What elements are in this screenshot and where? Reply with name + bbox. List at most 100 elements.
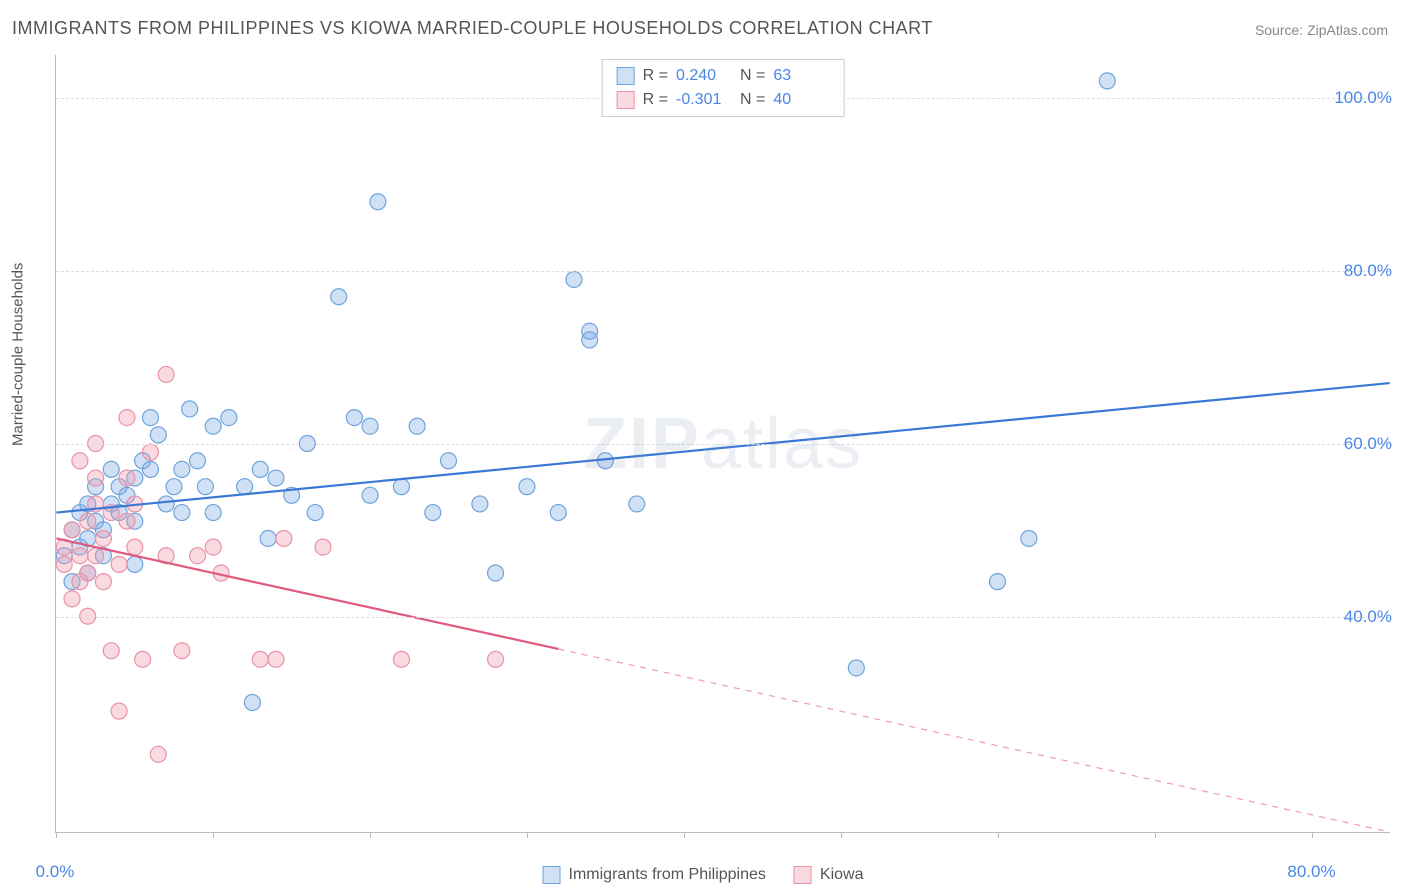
gridline — [56, 444, 1390, 445]
data-point — [276, 530, 292, 546]
data-point — [425, 505, 441, 521]
chart-title: IMMIGRANTS FROM PHILIPPINES VS KIOWA MAR… — [12, 18, 933, 39]
data-point — [244, 695, 260, 711]
x-tick — [841, 832, 842, 838]
data-point — [80, 513, 96, 529]
y-axis-label: Married-couple Households — [10, 263, 27, 446]
x-tick-label: 80.0% — [1287, 862, 1335, 882]
data-point — [95, 530, 111, 546]
data-point — [362, 487, 378, 503]
data-point — [252, 461, 268, 477]
data-point — [135, 651, 151, 667]
data-point — [80, 565, 96, 581]
data-point — [190, 453, 206, 469]
regression-line — [56, 383, 1389, 512]
data-point — [64, 522, 80, 538]
data-point — [848, 660, 864, 676]
data-point — [205, 505, 221, 521]
swatch-series-0 — [617, 67, 635, 85]
data-point — [142, 444, 158, 460]
data-point — [441, 453, 457, 469]
x-tick — [213, 832, 214, 838]
data-point — [127, 539, 143, 555]
data-point — [158, 366, 174, 382]
data-point — [190, 548, 206, 564]
data-point — [142, 461, 158, 477]
data-point — [103, 461, 119, 477]
data-point — [331, 289, 347, 305]
data-point — [150, 427, 166, 443]
stats-legend: R = 0.240 N = 63 R = -0.301 N = 40 — [602, 59, 845, 117]
data-point — [103, 643, 119, 659]
stats-row-series-1: R = -0.301 N = 40 — [617, 88, 830, 112]
data-point — [1099, 73, 1115, 89]
data-point — [205, 418, 221, 434]
data-point — [119, 470, 135, 486]
plot-area: ZIPatlas R = 0.240 N = 63 R = -0.301 N =… — [55, 55, 1390, 833]
x-tick-label: 0.0% — [36, 862, 75, 882]
data-point — [111, 703, 127, 719]
data-point — [260, 530, 276, 546]
data-point — [174, 643, 190, 659]
correlation-chart: IMMIGRANTS FROM PHILIPPINES VS KIOWA MAR… — [0, 0, 1406, 892]
y-tick-label: 100.0% — [1334, 88, 1392, 108]
data-point — [174, 461, 190, 477]
gridline — [56, 271, 1390, 272]
data-point — [393, 479, 409, 495]
x-tick — [56, 832, 57, 838]
x-tick — [1155, 832, 1156, 838]
data-point — [95, 574, 111, 590]
x-tick — [527, 832, 528, 838]
data-point — [629, 496, 645, 512]
data-point — [566, 271, 582, 287]
data-point — [119, 513, 135, 529]
data-point — [237, 479, 253, 495]
legend-item-series-1: Kiowa — [794, 866, 864, 884]
data-point — [88, 470, 104, 486]
y-tick-label: 40.0% — [1344, 607, 1392, 627]
data-point — [582, 323, 598, 339]
stats-row-series-0: R = 0.240 N = 63 — [617, 64, 830, 88]
x-tick — [1312, 832, 1313, 838]
y-tick-label: 60.0% — [1344, 434, 1392, 454]
data-point — [488, 565, 504, 581]
data-point — [72, 548, 88, 564]
data-point — [127, 556, 143, 572]
x-tick — [684, 832, 685, 838]
data-point — [205, 539, 221, 555]
series-legend: Immigrants from Philippines Kiowa — [543, 866, 864, 884]
data-point — [268, 651, 284, 667]
swatch-series-1 — [794, 866, 812, 884]
data-point — [393, 651, 409, 667]
x-tick — [998, 832, 999, 838]
y-tick-label: 80.0% — [1344, 261, 1392, 281]
data-point — [990, 574, 1006, 590]
data-point — [1021, 530, 1037, 546]
data-point — [252, 651, 268, 667]
regression-line-dashed — [558, 649, 1389, 832]
data-point — [72, 453, 88, 469]
x-tick — [370, 832, 371, 838]
legend-item-series-0: Immigrants from Philippines — [543, 866, 766, 884]
data-point — [64, 591, 80, 607]
data-point — [56, 556, 72, 572]
swatch-series-0 — [543, 866, 561, 884]
data-point — [370, 194, 386, 210]
data-point — [197, 479, 213, 495]
data-point — [346, 410, 362, 426]
data-point — [362, 418, 378, 434]
data-point — [519, 479, 535, 495]
data-point — [119, 410, 135, 426]
data-point — [221, 410, 237, 426]
data-point — [268, 470, 284, 486]
data-point — [150, 746, 166, 762]
data-point — [307, 505, 323, 521]
data-point — [550, 505, 566, 521]
source-label: Source: ZipAtlas.com — [1255, 22, 1388, 38]
swatch-series-1 — [617, 91, 635, 109]
data-point — [158, 496, 174, 512]
data-point — [472, 496, 488, 512]
regression-line — [56, 538, 558, 649]
data-point — [315, 539, 331, 555]
data-point — [409, 418, 425, 434]
